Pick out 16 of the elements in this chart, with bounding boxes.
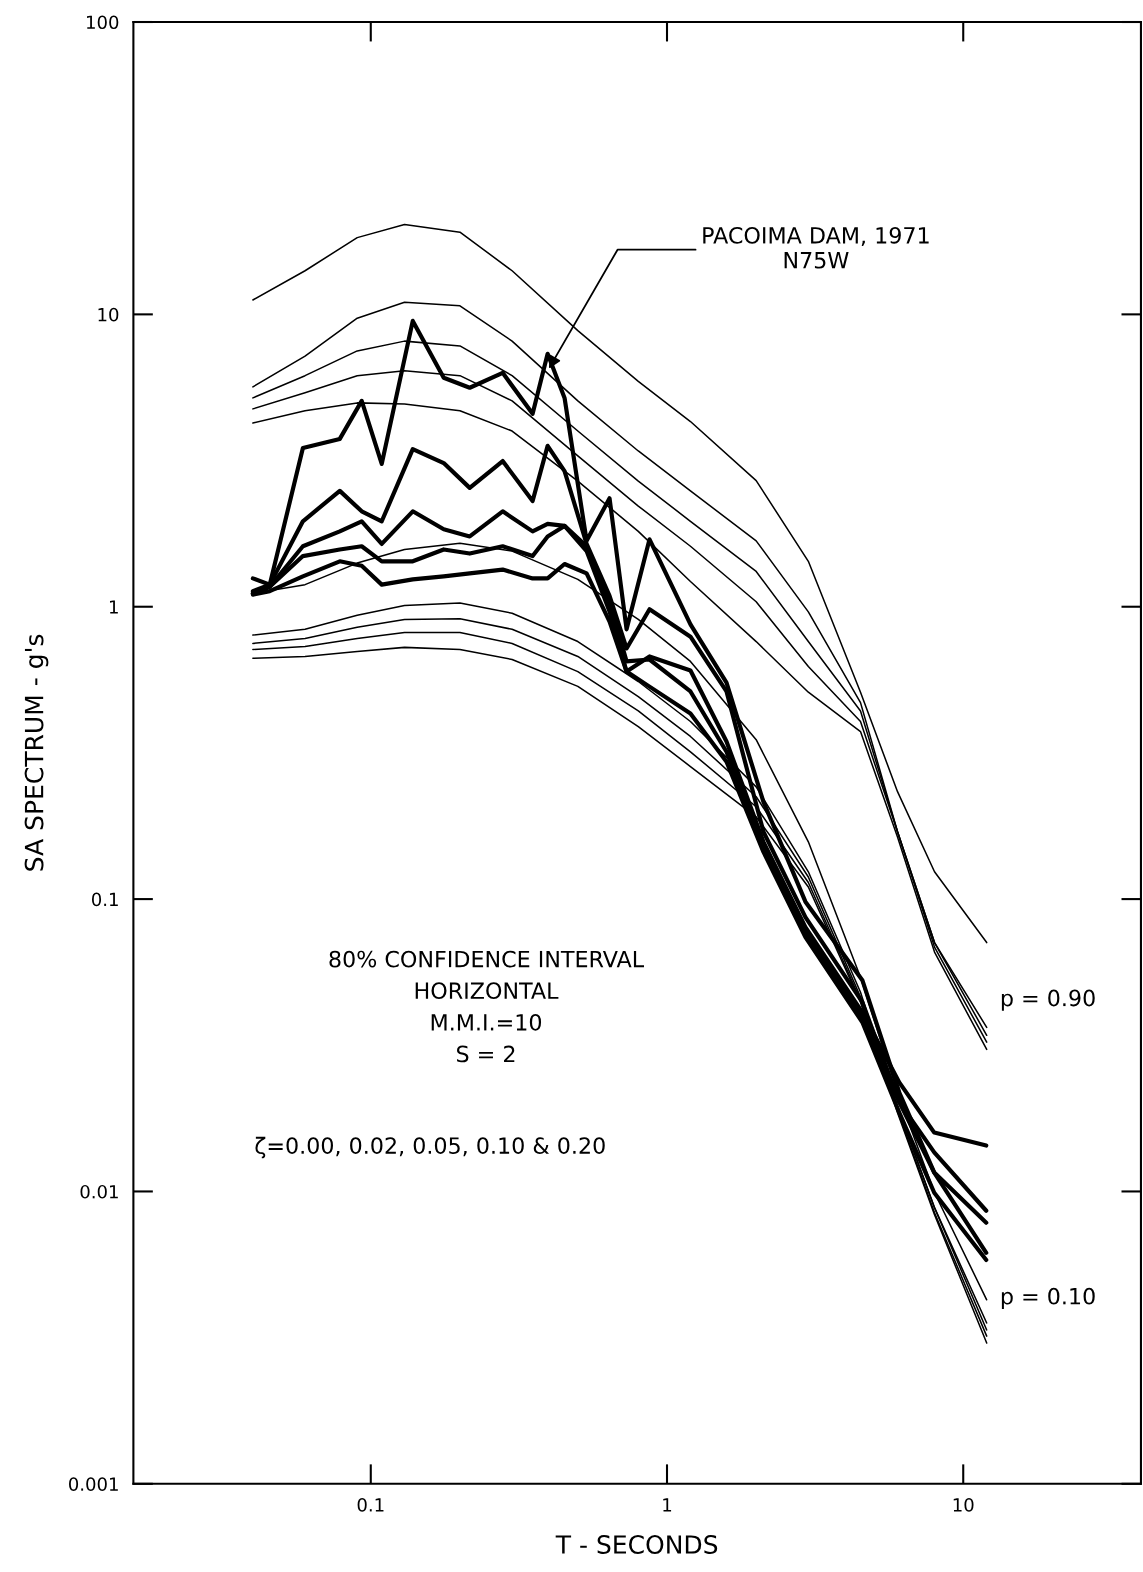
x-axis-title: T - SECONDS	[555, 1535, 718, 1554]
y-axis-title: SA SPECTRUM - g's	[24, 634, 49, 871]
y-tick-label: 10	[98, 307, 119, 322]
x-tick-label: 0.1	[357, 1498, 384, 1512]
y-tick-label: 100	[87, 15, 119, 30]
annotation: p = 0.90	[1001, 989, 1095, 1011]
x-tick-label: 10	[953, 1498, 974, 1512]
y-tick-label: 0.001	[69, 1477, 118, 1491]
annotation: PACOIMA DAM, 1971 N75W	[703, 226, 929, 269]
annotation: ζ=0.00, 0.02, 0.05, 0.10 & 0.20	[255, 1136, 605, 1159]
annotation: p = 0.10	[1001, 1287, 1095, 1309]
x-tick-label: 1	[663, 1498, 672, 1512]
y-tick-label: 0.01	[80, 1184, 118, 1199]
y-tick-label: 0.1	[91, 892, 118, 907]
y-tick-label: 1	[109, 600, 118, 614]
annotation: 80% CONFIDENCE INTERVAL HORIZONTAL M.M.I.=10 S = 2	[329, 950, 645, 1063]
